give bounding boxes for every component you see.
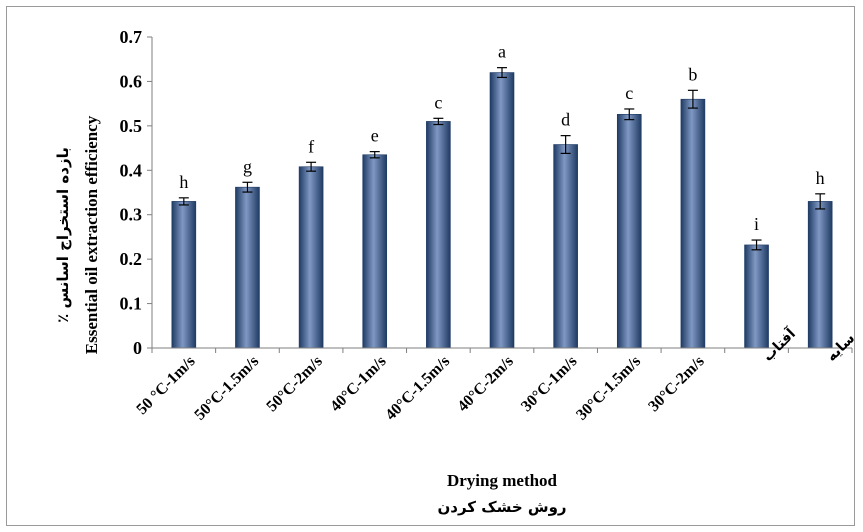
significance-letter: h	[179, 172, 188, 192]
error-bar	[815, 193, 826, 210]
error-bar	[560, 135, 571, 155]
y-axis-title-persian: بازده استخراج اسانس ٪	[54, 147, 72, 323]
x-tick-label: 50°C-2m/s	[263, 353, 325, 415]
y-tick-label: 0.7	[120, 27, 143, 47]
x-axis-title-persian: روش خشک کردن	[437, 498, 566, 516]
bar	[171, 201, 197, 349]
y-axis-title: Essential oil extraction efficiency	[82, 115, 101, 354]
significance-letter: f	[308, 136, 314, 156]
y-tick-label: 0.6	[120, 71, 143, 91]
significance-letter: a	[498, 42, 506, 62]
error-bar	[242, 181, 253, 193]
error-bar	[624, 108, 635, 121]
significance-letter: e	[371, 126, 379, 146]
significance-letter: c	[625, 83, 633, 103]
error-bar	[433, 117, 444, 126]
bar	[362, 154, 388, 349]
y-tick-label: 0.3	[120, 205, 143, 225]
error-bar	[369, 151, 380, 159]
significance-letter: b	[688, 64, 697, 84]
significance-letter: d	[561, 110, 570, 130]
x-tick-label: 40°C-1.5m/s	[382, 353, 453, 424]
y-tick-label: 0.1	[120, 294, 143, 314]
significance-letter: g	[243, 156, 252, 176]
error-bar	[306, 161, 317, 172]
x-tick-label: 50 °C-1m/s	[133, 353, 198, 418]
bar	[680, 98, 706, 349]
error-bar	[687, 89, 698, 109]
significance-letter: i	[754, 214, 759, 234]
error-bar	[497, 67, 507, 79]
bar	[744, 244, 769, 349]
y-tick-label: 0.2	[120, 249, 143, 269]
y-tick-label: 0.4	[120, 160, 143, 180]
x-tick-label: 30°C-1m/s	[518, 353, 580, 415]
bar	[489, 72, 515, 349]
bar	[298, 166, 324, 349]
x-tick-label: 40°C-2m/s	[454, 353, 516, 415]
x-tick-label: 50°C-1.5m/s	[191, 353, 262, 424]
y-tick-label: 0	[133, 338, 142, 358]
x-tick-label: 30°C-2m/s	[645, 353, 707, 415]
bar	[807, 201, 833, 349]
significance-letter: c	[434, 92, 442, 112]
x-tick-label: 40°C-1m/s	[327, 353, 389, 415]
error-bar	[178, 197, 189, 206]
bar	[235, 186, 260, 349]
significance-letter: h	[816, 168, 825, 188]
bar	[616, 114, 642, 349]
bar	[426, 121, 451, 349]
error-bar	[751, 239, 762, 251]
bar	[553, 144, 578, 349]
x-tick-label: 30°C-1.5m/s	[573, 353, 644, 424]
x-axis-title: Drying method	[447, 471, 558, 490]
y-tick-label: 0.5	[120, 116, 143, 136]
